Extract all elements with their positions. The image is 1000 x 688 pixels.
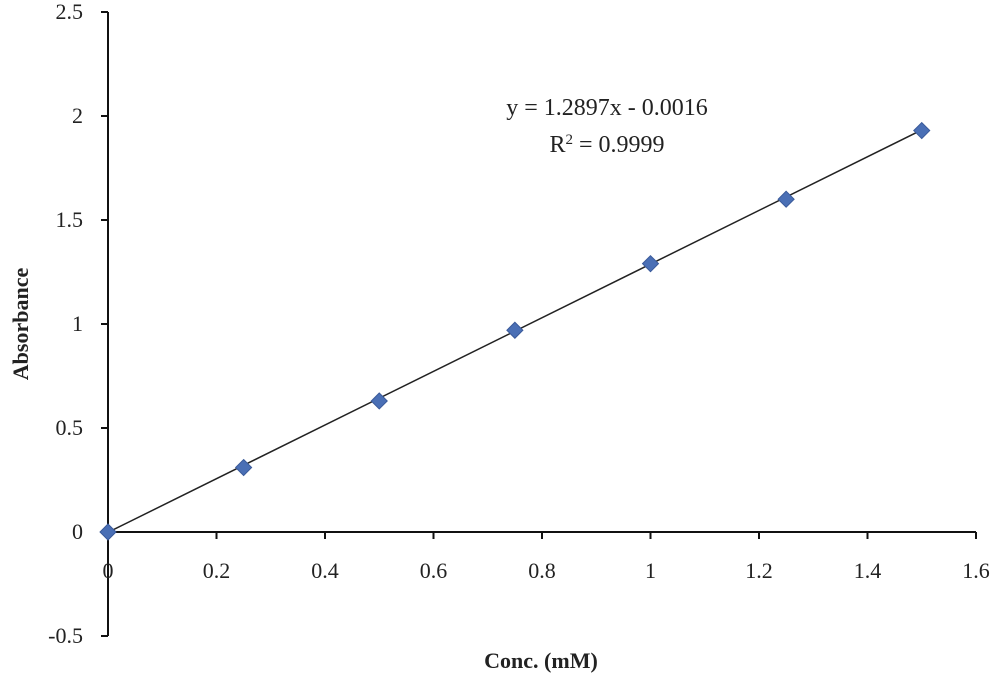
data-point [99, 523, 117, 541]
y-tick-label: 2 [72, 103, 83, 128]
r-squared-symbol: R [549, 132, 565, 158]
x-axis-title: Conc. (mM) [484, 648, 598, 673]
data-point [234, 458, 253, 477]
y-tick-label: 1 [72, 311, 83, 336]
x-tick-label: 0 [103, 558, 114, 583]
data-point [641, 254, 660, 273]
data-point [913, 121, 931, 140]
r-squared-label: R2 = 0.9999 [549, 132, 664, 158]
x-tick-label: 1.6 [962, 558, 990, 583]
x-tick-label: 0.8 [528, 558, 556, 583]
x-tick-label: 1.4 [854, 558, 882, 583]
x-tick-label: 0.2 [203, 558, 231, 583]
data-points-layer [99, 121, 931, 541]
y-tick-label: 1.5 [56, 207, 84, 232]
data-point [777, 190, 795, 208]
x-tick-label: 1.2 [745, 558, 773, 583]
y-tick-label: 0.5 [56, 415, 84, 440]
r-squared-superscript: 2 [565, 132, 573, 148]
x-tick-label: 0.6 [420, 558, 448, 583]
trendline-equation: y = 1.2897x - 0.0016 [506, 95, 708, 121]
data-point [370, 392, 388, 410]
x-tick-label: 1 [645, 558, 656, 583]
r-squared-value: = 0.9999 [573, 132, 665, 158]
y-tick-label: 0 [72, 519, 83, 544]
y-axis-title: Absorbance [8, 268, 33, 381]
data-point [506, 321, 524, 339]
y-tick-label: -0.5 [48, 623, 83, 648]
y-tick-label: 2.5 [56, 0, 84, 24]
x-tick-label: 0.4 [311, 558, 339, 583]
